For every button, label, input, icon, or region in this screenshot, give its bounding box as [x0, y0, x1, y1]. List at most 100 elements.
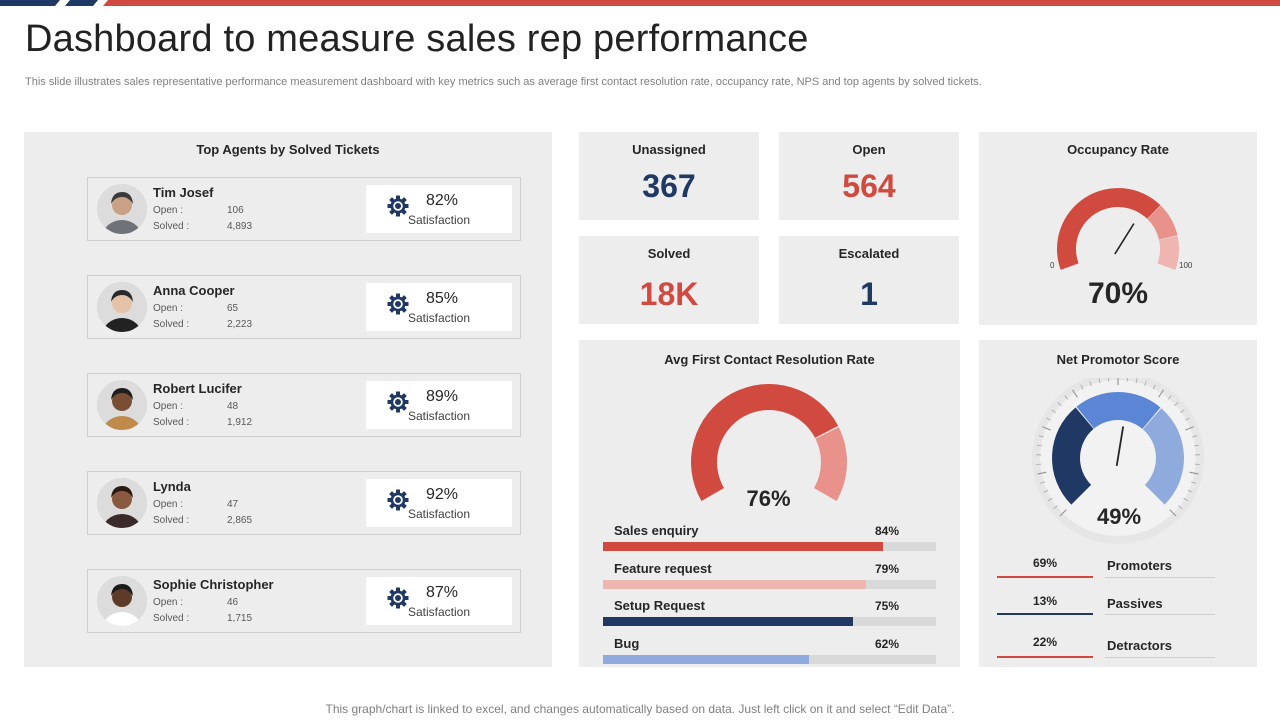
satisfaction-box: 87% Satisfaction [366, 577, 512, 625]
stat-solved-label: Solved [647, 246, 691, 261]
fcr-bar-percent: 62% [875, 637, 900, 651]
fcr-gauge [690, 383, 847, 501]
occupancy-needle [1114, 223, 1135, 255]
nps-arc-segment [1076, 392, 1161, 429]
satisfaction-label: Satisfaction [407, 507, 471, 521]
agent-card[interactable]: Robert Lucifer Open : 48 Solved : 1,912 89% Sa… [87, 373, 521, 437]
person-avatar-icon [97, 184, 147, 234]
nps-tick [1185, 426, 1194, 431]
fcr-bar-label: Bug [614, 636, 640, 651]
nps-legend-percent: 22% [1032, 635, 1058, 649]
occupancy-value: 70% [1087, 277, 1149, 310]
nps-legend-label: Detractors [1107, 638, 1173, 653]
nps-tick [1036, 444, 1043, 447]
nps-tick [1191, 481, 1197, 484]
agent-name: Tim Josef [153, 185, 214, 200]
nps-tick [1158, 389, 1165, 398]
fcr-bar-percent: 84% [875, 524, 900, 538]
occupancy-arc-rest [1157, 235, 1179, 270]
agent-open-label: Open : [153, 401, 184, 412]
nps-value: 49% [1096, 504, 1142, 529]
agent-card[interactable]: Lynda Open : 47 Solved : 2,865 92% Satisfactio… [87, 471, 521, 535]
person-avatar-icon [97, 380, 147, 430]
stat-open-label: Open [852, 142, 886, 157]
nps-tick [1126, 378, 1128, 382]
agent-solved-value: 2,223 [227, 319, 253, 330]
stat-escalated-value: 1 [860, 276, 878, 312]
satisfaction-label: Satisfaction [407, 213, 471, 227]
fcr-value: 76% [746, 486, 791, 511]
agent-name: Sophie Christopher [153, 577, 274, 592]
stat-escalated[interactable]: Escalated 1 [779, 236, 959, 324]
agent-open-value: 48 [227, 401, 239, 412]
occupancy-arc-mid [1147, 205, 1178, 240]
fcr-title: Avg First Contact Resolution Rate [664, 352, 875, 367]
nps-panel: Net Promotor Score 49% 69% Promoters 13% Pa… [979, 340, 1257, 667]
nps-tick [1185, 417, 1190, 421]
satisfaction-box: 89% Satisfaction [366, 381, 512, 429]
nps-legend-line [997, 656, 1093, 658]
fcr-bar-track [603, 655, 936, 664]
stat-open[interactable]: Open 564 [779, 132, 959, 220]
nps-tick [1178, 505, 1183, 510]
satisfaction-label: Satisfaction [407, 311, 471, 325]
top-accent-bar [0, 0, 1280, 6]
nps-legend-label: Passives [1107, 596, 1163, 611]
nps-legend-label: Promoters [1107, 558, 1173, 573]
nps-gauge [1032, 378, 1204, 544]
occupancy-min-label: 0 [1050, 261, 1055, 270]
nps-tick [1042, 426, 1051, 431]
stat-unassigned-label: Unassigned [632, 142, 706, 157]
nps-legend-line [997, 576, 1093, 578]
nps-tick [1135, 378, 1138, 384]
satisfaction-label: Satisfaction [407, 605, 471, 619]
fcr-bar-track [603, 617, 936, 626]
nps-tick [1192, 435, 1198, 438]
nps-tick [1169, 509, 1177, 517]
badge-gear-icon [387, 391, 409, 413]
nps-tick [1051, 409, 1056, 414]
nps-tick [1057, 402, 1062, 406]
agent-solved-value: 1,912 [227, 417, 253, 428]
agent-solved-label: Solved : [153, 221, 190, 232]
fcr-arc-rest [814, 427, 847, 501]
agent-solved-label: Solved : [153, 515, 190, 526]
top-agents-title: Top Agents by Solved Tickets [196, 142, 380, 157]
agent-open-label: Open : [153, 499, 184, 510]
nps-arc-segment [1052, 407, 1094, 505]
nps-tick [1039, 481, 1045, 484]
page-subtitle: This slide illustrates sales representat… [25, 76, 982, 88]
agent-solved-label: Solved : [153, 613, 190, 624]
nps-legend-separator [1105, 657, 1215, 658]
fcr-bar-track [603, 580, 936, 589]
badge-gear-icon [387, 195, 409, 217]
agent-open-label: Open : [153, 303, 184, 314]
person-avatar-icon [97, 478, 147, 528]
fcr-arc-value [690, 383, 839, 501]
person-avatar-icon [97, 282, 147, 332]
agent-open-value: 46 [227, 597, 239, 608]
stat-unassigned[interactable]: Unassigned 367 [579, 132, 759, 220]
fcr-bar-fill [603, 655, 810, 664]
nps-needle [1115, 426, 1125, 467]
nps-tick [1189, 471, 1199, 475]
nps-legend-percent: 13% [1032, 594, 1058, 608]
stat-solved[interactable]: Solved 18K [579, 236, 759, 324]
agent-card[interactable]: Tim Josef Open : 106 Solved : 4,893 82% Satisf… [87, 177, 521, 241]
nps-tick [1038, 435, 1044, 438]
fcr-bar-fill [603, 617, 853, 626]
badge-gear-icon [387, 293, 409, 315]
nps-legend-separator [1105, 614, 1215, 615]
nps-tick [1047, 497, 1053, 502]
stat-unassigned-value: 367 [642, 168, 696, 204]
fcr-bar-percent: 79% [875, 562, 900, 576]
nps-tick [1152, 384, 1156, 390]
agent-card[interactable]: Anna Cooper Open : 65 Solved : 2,223 85% Satis… [87, 275, 521, 339]
stat-solved-value: 18K [639, 276, 699, 312]
satisfaction-label: Satisfaction [407, 409, 471, 423]
occupancy-title: Occupancy Rate [1067, 142, 1169, 157]
agent-card[interactable]: Sophie Christopher Open : 46 Solved : 1,715 8… [87, 569, 521, 633]
nps-tick [1183, 497, 1189, 502]
agent-open-value: 47 [227, 499, 239, 510]
agent-solved-label: Solved : [153, 417, 190, 428]
